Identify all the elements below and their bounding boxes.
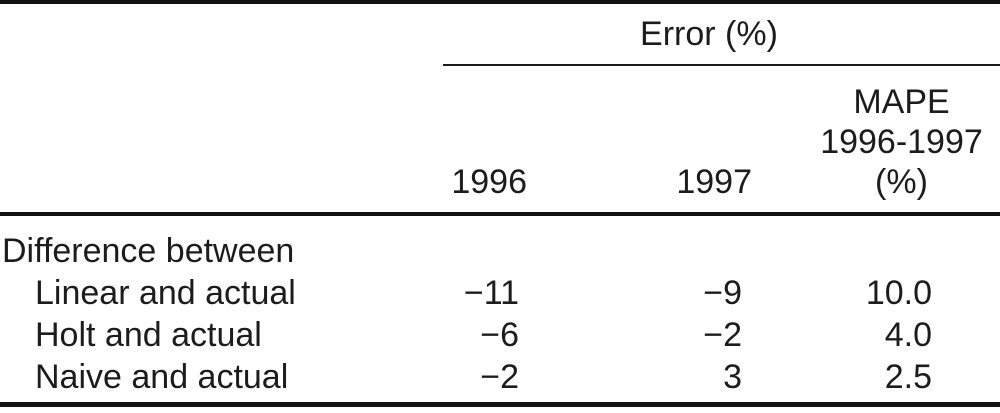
- table-row-group-label: Difference between: [0, 230, 1000, 272]
- row-label-linear-and-actual: Linear and actual: [35, 274, 296, 312]
- spanner-header-error-pct: Error (%): [443, 4, 1000, 66]
- cell-holt-1997: −2: [703, 316, 742, 354]
- cell-naive-1996: −2: [480, 358, 519, 396]
- column-header-band: 1996 1997 MAPE 1996-1997 (%): [0, 66, 1000, 216]
- cell-linear-1996: −11: [463, 274, 519, 312]
- cell-naive-mape: 2.5: [884, 358, 932, 396]
- column-header-mape-line3: (%): [875, 163, 928, 201]
- column-header-1997: 1997: [676, 163, 752, 201]
- cell-linear-mape: 10.0: [865, 274, 932, 312]
- cell-naive-1997: 3: [723, 358, 742, 396]
- cell-linear-1997: −9: [703, 274, 742, 312]
- table-row-linear: Linear and actual −11 −9 10.0: [0, 272, 1000, 314]
- row-label-holt-and-actual: Holt and actual: [35, 316, 262, 354]
- table-row-holt: Holt and actual −6 −2 4.0: [0, 314, 1000, 356]
- row-label-difference-between: Difference between: [2, 232, 295, 270]
- row-label-naive-and-actual: Naive and actual: [35, 358, 289, 396]
- table-bottom-rule: [0, 402, 1000, 407]
- table-top-rule: [0, 0, 1000, 4]
- cell-holt-1996: −6: [480, 316, 519, 354]
- table-body: Difference between Linear and actual −11…: [0, 216, 1000, 407]
- table-row-naive: Naive and actual −2 3 2.5: [0, 356, 1000, 398]
- column-header-1996: 1996: [451, 163, 527, 201]
- column-header-mape: MAPE 1996-1997 (%): [803, 82, 1000, 202]
- column-header-mape-line1: MAPE: [853, 83, 950, 121]
- column-header-mape-line2: 1996-1997: [820, 123, 983, 161]
- cell-holt-mape: 4.0: [884, 316, 932, 354]
